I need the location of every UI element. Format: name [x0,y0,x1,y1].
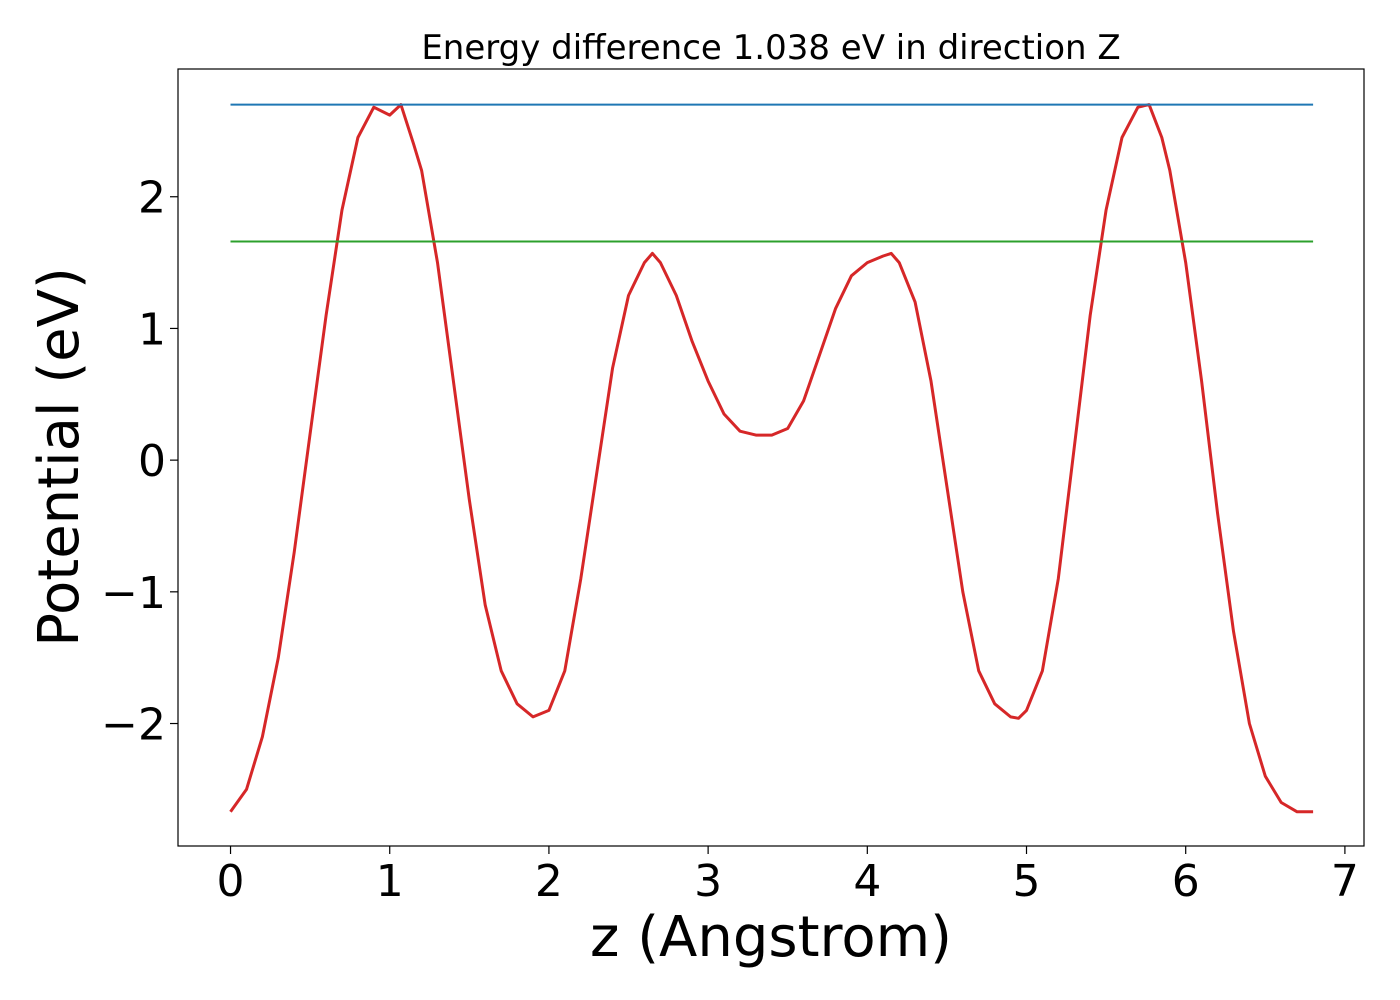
plot-frame [177,68,1365,847]
x-tick-label: 0 [217,856,245,907]
series-line-0 [229,103,1314,814]
x-tick-label: 4 [853,856,881,907]
chart-title: Energy difference 1.038 eV in direction … [421,28,1120,68]
x-axis-label: z (Angstrom) [590,905,952,970]
x-tick-label: 7 [1331,856,1359,907]
y-tick-label: 1 [138,304,166,355]
x-tick-label: 2 [535,856,563,907]
y-axis-label: Potential (eV) [27,267,92,647]
y-tick-label: −1 [101,568,166,619]
series-layer [229,103,1314,814]
y-axis: −2 −1 0 1 2 [101,173,178,751]
y-tick-label: 2 [138,173,166,224]
x-tick-label: 5 [1013,856,1041,907]
x-tick-label: 1 [376,856,404,907]
x-axis: 0 1 2 3 4 5 6 7 [217,846,1359,907]
x-tick-label: 6 [1172,856,1200,907]
x-tick-label: 3 [694,856,722,907]
y-tick-label: 0 [138,436,166,487]
y-tick-label: −2 [101,700,166,751]
